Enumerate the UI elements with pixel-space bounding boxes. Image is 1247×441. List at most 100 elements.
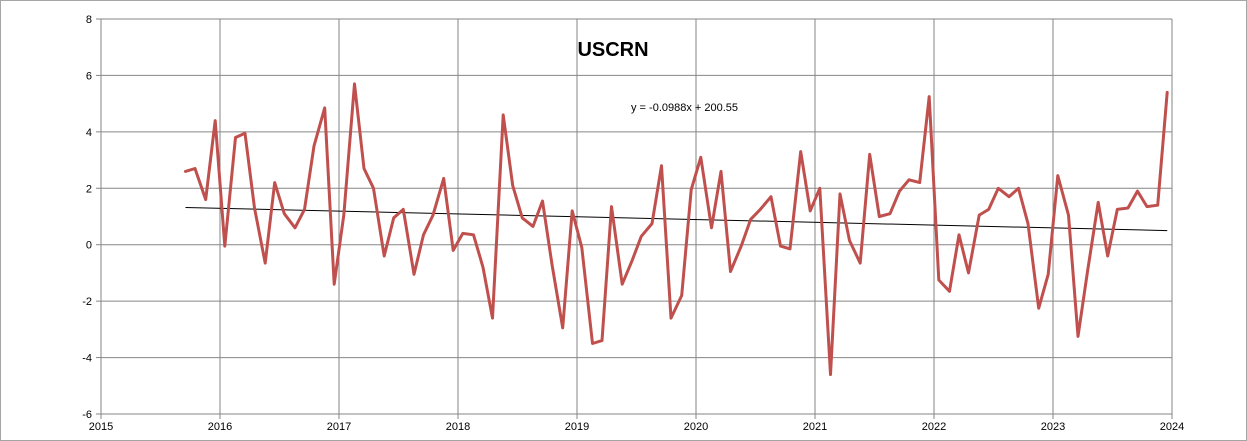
data-point xyxy=(848,239,851,242)
data-point xyxy=(412,273,416,276)
data-point xyxy=(253,206,256,210)
data-point xyxy=(223,244,226,248)
x-tick-label: 2023 xyxy=(1041,421,1065,433)
data-point xyxy=(948,290,951,293)
data-point xyxy=(293,226,297,229)
data-point xyxy=(303,208,306,211)
data-point xyxy=(442,177,445,180)
data-point xyxy=(740,244,743,248)
data-point xyxy=(937,278,940,282)
data-point xyxy=(243,132,247,135)
trendline xyxy=(185,206,1168,232)
data-point xyxy=(987,208,990,211)
data-point xyxy=(561,326,564,330)
series-group xyxy=(184,82,1169,376)
data-point xyxy=(630,260,633,263)
data-point xyxy=(1026,222,1030,225)
x-tick-label: 2021 xyxy=(803,421,827,433)
data-point xyxy=(283,212,286,215)
data-point xyxy=(809,209,812,213)
data-point xyxy=(1126,206,1130,210)
data-point xyxy=(719,170,723,173)
data-point xyxy=(610,205,613,208)
data-point xyxy=(521,216,524,220)
data-point xyxy=(1037,307,1040,310)
data-point xyxy=(779,244,782,248)
data-point xyxy=(621,283,624,286)
trendline-group xyxy=(185,206,1168,232)
data-point xyxy=(204,198,207,201)
data-point xyxy=(372,187,375,190)
data-point xyxy=(431,213,435,217)
data-point xyxy=(541,199,544,203)
data-point xyxy=(859,261,862,265)
x-tick-label: 2022 xyxy=(922,421,946,433)
chart-title: USCRN xyxy=(577,39,648,61)
data-point xyxy=(461,232,464,235)
trendline-equation: y = -0.0988x + 200.55 xyxy=(631,102,738,114)
y-tick-label: -2 xyxy=(82,296,92,308)
data-point xyxy=(967,271,970,275)
data-point xyxy=(333,283,336,286)
data-point xyxy=(978,213,981,217)
data-point xyxy=(907,178,911,181)
data-point xyxy=(898,189,901,193)
data-point xyxy=(353,82,356,86)
data-point xyxy=(1047,273,1050,276)
data-point xyxy=(1156,204,1159,207)
data-point xyxy=(452,249,455,252)
y-tick-label: -4 xyxy=(82,353,92,365)
x-tick-label: 2024 xyxy=(1160,421,1184,433)
axes xyxy=(96,18,1173,419)
data-point xyxy=(759,208,762,211)
y-tick-label: 0 xyxy=(86,240,92,252)
data-point xyxy=(264,261,267,265)
series-line xyxy=(184,82,1169,376)
y-tick-label: 6 xyxy=(86,70,92,82)
data-point xyxy=(1166,91,1169,94)
data-point xyxy=(650,222,654,225)
data-point xyxy=(1076,335,1080,338)
x-tick-label: 2019 xyxy=(565,421,589,433)
gridlines xyxy=(100,18,1173,415)
data-point xyxy=(383,254,386,258)
data-point xyxy=(1106,254,1109,258)
data-point xyxy=(214,119,217,122)
data-point xyxy=(312,144,316,148)
data-point xyxy=(878,215,881,218)
data-point xyxy=(710,226,713,229)
data-point xyxy=(799,150,802,153)
data-point xyxy=(402,208,405,211)
data-point xyxy=(472,233,475,236)
data-point xyxy=(1056,174,1060,177)
data-point xyxy=(323,106,326,110)
data-point xyxy=(571,209,574,213)
data-point xyxy=(788,247,792,251)
y-tick-label: 8 xyxy=(86,14,92,26)
data-point xyxy=(502,113,505,117)
data-point xyxy=(600,339,604,342)
data-point xyxy=(660,164,663,167)
data-point xyxy=(362,167,366,170)
data-point xyxy=(957,233,961,236)
data-point xyxy=(580,246,583,249)
x-tick-label: 2020 xyxy=(684,421,708,433)
data-point xyxy=(1007,195,1011,198)
x-tick-label: 2016 xyxy=(208,421,232,433)
data-point xyxy=(422,233,425,236)
data-point xyxy=(888,212,892,215)
x-tick-label: 2017 xyxy=(327,421,351,433)
data-point xyxy=(273,181,276,184)
data-point xyxy=(481,266,485,269)
y-tick-label: -6 xyxy=(82,409,92,421)
data-point xyxy=(491,316,494,320)
y-tick-label: 2 xyxy=(86,183,92,195)
data-point xyxy=(342,213,345,217)
data-point xyxy=(511,184,514,187)
data-point xyxy=(1145,205,1149,208)
data-point xyxy=(1067,213,1070,217)
data-point xyxy=(1116,208,1119,211)
data-point xyxy=(818,187,821,190)
